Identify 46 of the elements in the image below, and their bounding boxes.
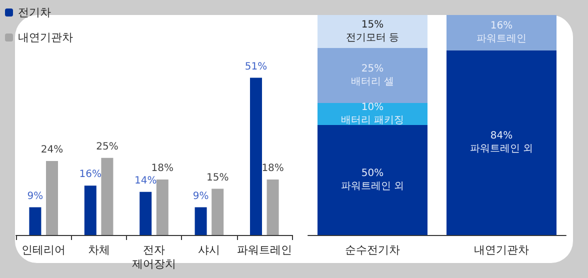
series-label: 배터리 셀 <box>350 76 394 88</box>
data-label: 16% <box>490 20 513 32</box>
bar <box>446 50 556 235</box>
data-label: 84% <box>490 130 513 142</box>
x-tick-label: 전자 제어장치 <box>132 244 176 270</box>
bar <box>318 15 428 48</box>
series-label: 파워트레인 외 <box>340 181 404 192</box>
bar <box>29 207 42 235</box>
data-label: 51% <box>244 61 268 72</box>
bar <box>46 161 58 235</box>
data-label: 25% <box>361 64 384 74</box>
bar <box>318 48 428 103</box>
data-label: 9% <box>192 190 209 202</box>
bar <box>140 192 152 235</box>
bar <box>250 78 262 235</box>
legend-label: 내연기관차 <box>18 31 73 44</box>
series-label: 파워트레인 <box>476 34 526 45</box>
data-label: 24% <box>40 144 64 156</box>
x-tick-label: 차체 <box>88 244 110 256</box>
x-tick-label: 인테리어 <box>22 244 66 256</box>
legend-label: 전기차 <box>18 6 51 19</box>
data-label: 10% <box>361 102 384 113</box>
x-tick-label: 순수전기차 <box>345 244 400 256</box>
bar <box>446 15 556 50</box>
x-tick-label: 샤시 <box>198 244 220 256</box>
x-tick-label: 내연기관차 <box>474 244 529 256</box>
data-label: 18% <box>151 163 174 174</box>
series-label: 전기모터 등 <box>346 32 400 44</box>
bar <box>194 207 207 235</box>
bar <box>212 188 224 235</box>
x-tick-label: 파워트레인 <box>236 244 292 256</box>
bar <box>156 180 168 235</box>
data-label: 25% <box>96 141 118 152</box>
data-label: 14% <box>134 175 157 186</box>
data-label: 15% <box>206 172 229 184</box>
data-label: 9% <box>27 190 44 202</box>
data-label: 18% <box>262 163 284 174</box>
data-label: 16% <box>79 169 102 180</box>
data-label: 15% <box>361 20 384 30</box>
data-label: 50% <box>361 168 384 179</box>
bar <box>101 158 114 235</box>
bar <box>266 180 279 235</box>
bar <box>84 186 96 235</box>
series-label: 배터리 패키징 <box>340 115 404 126</box>
bar <box>318 125 428 235</box>
text: 파워트레인 외 <box>470 144 534 155</box>
